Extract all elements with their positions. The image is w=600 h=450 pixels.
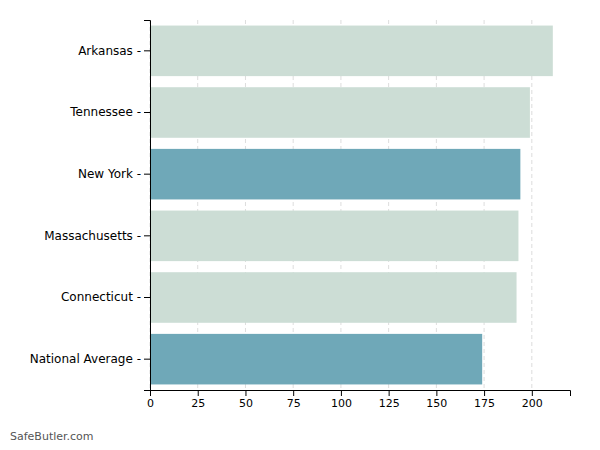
x-tick: 0 (147, 390, 154, 410)
plot: 0 25 50 75 100 125 150 175 200 Arkansas - Tennesse… (30, 20, 571, 410)
x-tick: 50 (239, 390, 253, 410)
bar (150, 149, 520, 200)
y-axis-line (144, 21, 151, 391)
bar (150, 87, 530, 138)
x-tick-label: 50 (239, 397, 253, 410)
x-axis-line (151, 391, 571, 397)
y-tick-label: Connecticut - (61, 290, 141, 304)
chart-container: 0 25 50 75 100 125 150 175 200 Arkansas - Tennesse… (0, 0, 600, 450)
y-tick-mark (144, 297, 150, 298)
y-tick: National Average - (30, 352, 150, 366)
x-tick-mark (293, 390, 294, 396)
y-tick-label: New York - (78, 167, 141, 181)
x-tick-label: 0 (147, 397, 154, 410)
x-tick-mark (245, 390, 246, 396)
x-tick-label: 175 (474, 397, 495, 410)
x-axis: 0 25 50 75 100 125 150 175 200 (147, 390, 571, 410)
x-tick-mark (484, 390, 485, 396)
x-tick-mark (436, 390, 437, 396)
x-tick: 100 (331, 390, 352, 410)
y-tick-label: Massachusetts - (44, 229, 141, 243)
x-tick: 125 (379, 390, 400, 410)
y-tick: Massachusetts - (44, 229, 150, 243)
annotations: SafeButler.com (10, 430, 94, 443)
x-tick-mark (389, 390, 390, 396)
y-tick: Tennessee - (69, 105, 150, 119)
x-tick: 75 (287, 390, 301, 410)
y-tick-label: Arkansas - (78, 44, 141, 58)
x-tick: 150 (426, 390, 447, 410)
y-tick: Arkansas - (78, 44, 150, 58)
x-tick-mark (532, 390, 533, 396)
x-tick: 200 (522, 390, 543, 410)
x-tick-label: 150 (426, 397, 447, 410)
footnote: SafeButler.com (10, 430, 94, 443)
y-tick-mark (144, 112, 150, 113)
chart: 0 25 50 75 100 125 150 175 200 Arkansas - Tennesse… (0, 0, 600, 450)
bar (150, 272, 517, 323)
x-tick-mark (341, 390, 342, 396)
y-tick: Connecticut - (61, 290, 150, 304)
y-tick-mark (144, 235, 150, 236)
bar (150, 334, 482, 385)
y-tick: New York - (78, 167, 150, 181)
x-tick-label: 25 (191, 397, 205, 410)
y-tick-mark (144, 359, 150, 360)
x-tick-label: 75 (287, 397, 301, 410)
bars (150, 26, 553, 385)
bar (150, 26, 553, 77)
x-tick: 25 (191, 390, 205, 410)
y-tick-label: National Average - (30, 352, 141, 366)
x-tick-label: 125 (379, 397, 400, 410)
x-tick: 175 (474, 390, 495, 410)
y-tick-label: Tennessee - (69, 105, 141, 119)
y-tick-mark (144, 174, 150, 175)
y-tick-mark (144, 50, 150, 51)
y-axis: Arkansas - Tennessee - New York - Massachus… (30, 21, 151, 391)
x-tick-mark (198, 390, 199, 396)
x-tick-label: 100 (331, 397, 352, 410)
x-tick-label: 200 (522, 397, 543, 410)
bar (150, 211, 518, 262)
